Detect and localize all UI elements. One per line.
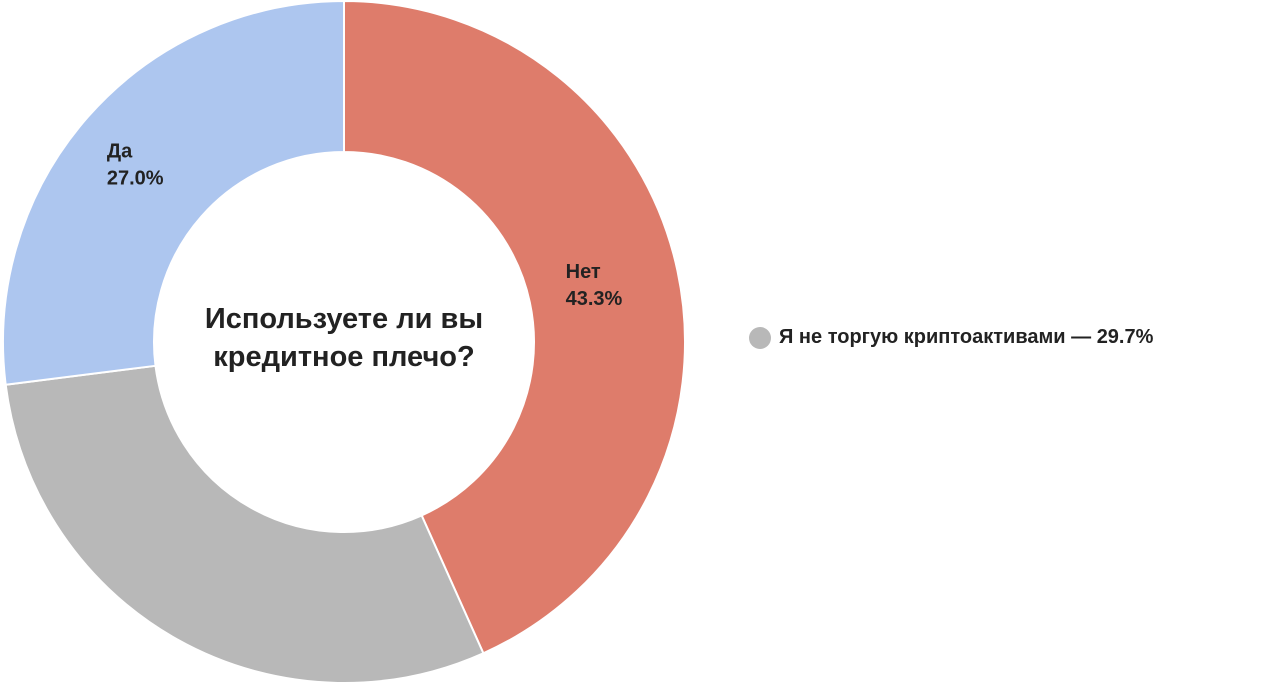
slice [2, 0, 345, 386]
slice-label: Нет [566, 261, 601, 283]
slice-value-label: 43.3% [566, 288, 623, 310]
legend-marker [749, 327, 771, 349]
slice-value-label: 27.0% [107, 168, 164, 190]
chart-title: Используете ли вы кредитное плечо? [204, 303, 484, 373]
legend-separator: — [1071, 326, 1091, 348]
slice [4, 364, 485, 684]
legend-value: 29.7% [1097, 326, 1154, 348]
slice [343, 0, 686, 655]
legend-name: Я не торгую криптоактивами [779, 326, 1066, 348]
legend-label: Я не торгую криптоактивами — 29.7% [779, 326, 1154, 348]
slice-label: Да [107, 141, 133, 163]
